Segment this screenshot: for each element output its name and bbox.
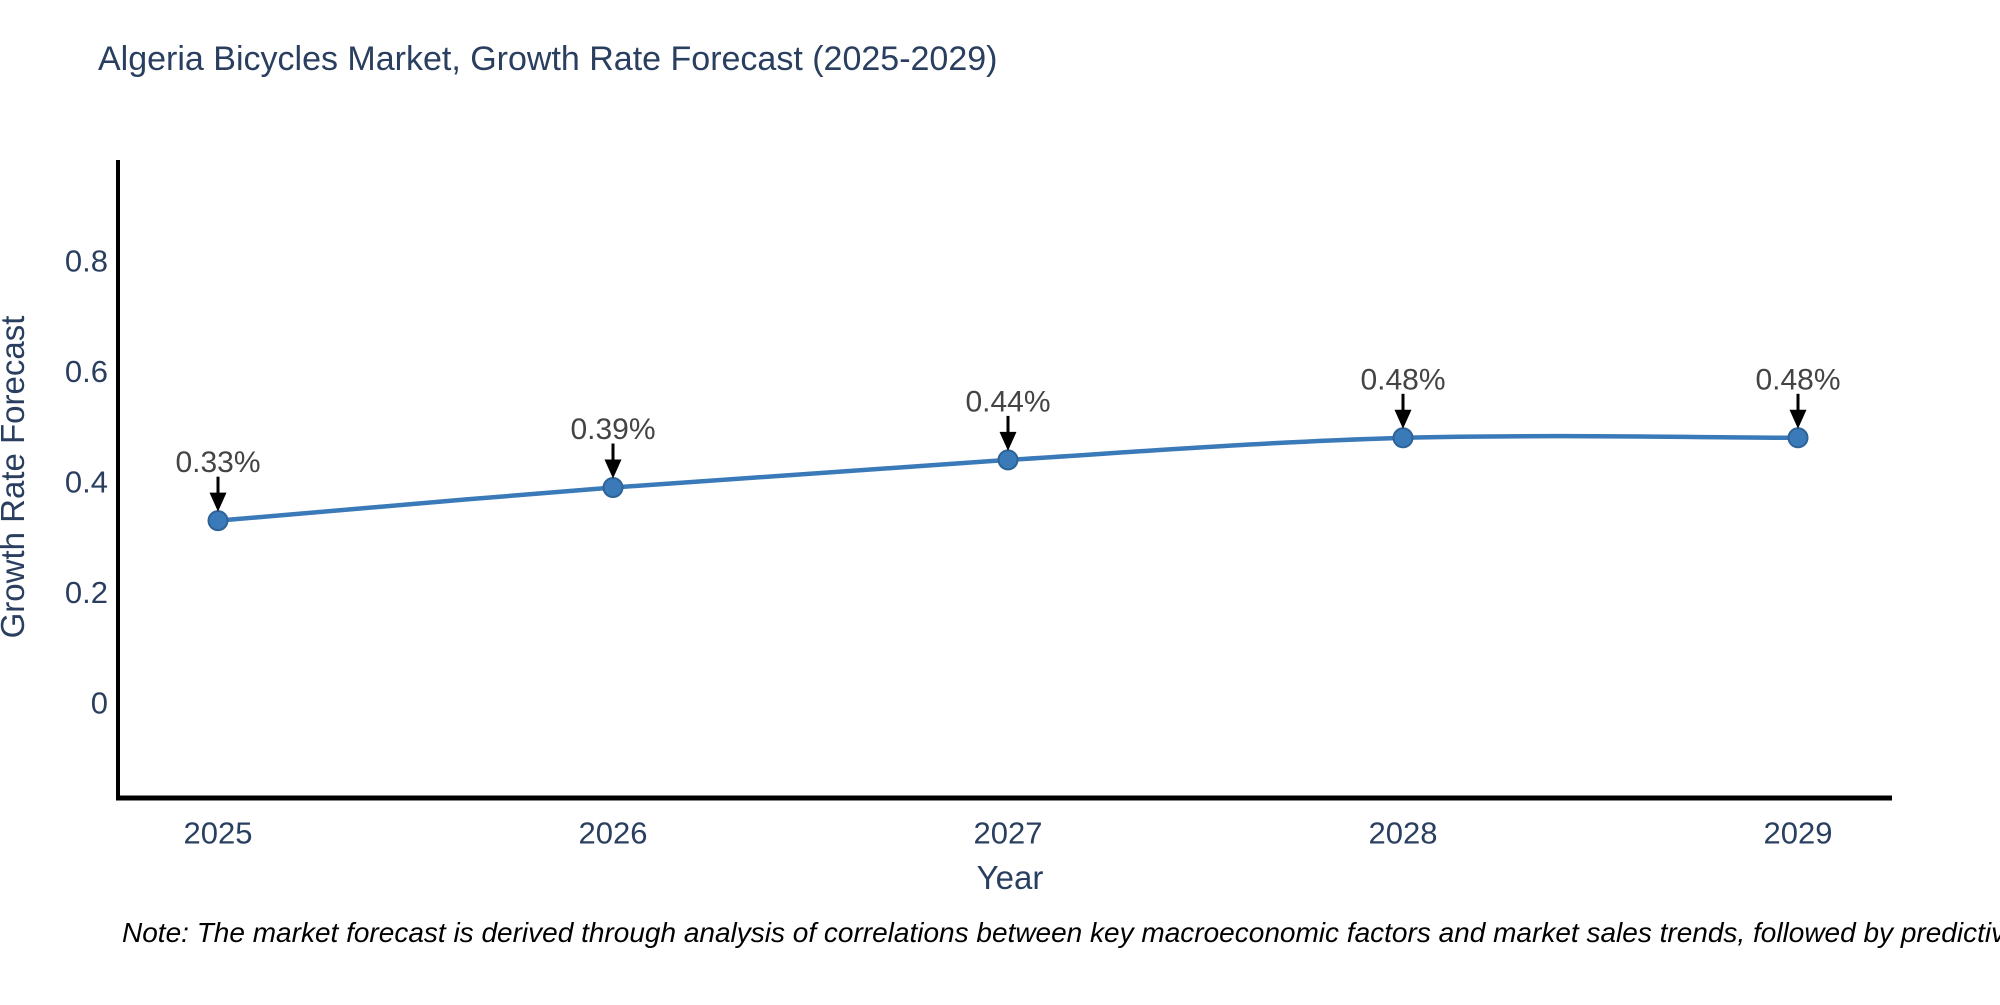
- x-tick-label: 2028: [1369, 816, 1438, 851]
- annotation-label: 0.33%: [175, 446, 260, 479]
- annotation-arrowhead: [604, 459, 622, 479]
- y-tick-labels: 0 0.2 0.4 0.6 0.8: [65, 244, 108, 721]
- point-annotations: 0.33% 0.39% 0.44% 0.48% 0.48%: [175, 363, 1841, 512]
- data-point-marker: [602, 477, 624, 499]
- x-tick-labels: 2025 2026 2027 2028 2029: [184, 816, 1833, 851]
- annotation-arrowhead: [1394, 409, 1412, 429]
- annotation-label: 0.48%: [1755, 363, 1840, 396]
- y-axis-title: Growth Rate Forecast: [0, 316, 31, 639]
- y-tick-label: 0: [91, 686, 108, 721]
- y-tick-label: 0.4: [65, 465, 108, 500]
- data-point-marker: [1392, 427, 1414, 449]
- chart-title: Algeria Bicycles Market, Growth Rate For…: [98, 40, 997, 78]
- point-annotation: 0.39%: [570, 413, 656, 479]
- x-tick-label: 2025: [184, 816, 253, 851]
- data-point-marker: [207, 510, 229, 532]
- annotation-label: 0.48%: [1360, 363, 1445, 396]
- x-axis-title: Year: [977, 859, 1044, 896]
- point-annotation: 0.48%: [1360, 363, 1446, 429]
- data-point-marker: [997, 449, 1019, 471]
- annotation-arrowhead: [209, 492, 227, 512]
- point-annotation: 0.44%: [965, 385, 1051, 451]
- x-tick-label: 2027: [974, 816, 1043, 851]
- data-point-marker: [1787, 427, 1809, 449]
- x-tick-label: 2029: [1764, 816, 1833, 851]
- annotation-arrowhead: [1789, 409, 1807, 429]
- annotation-label: 0.39%: [570, 413, 655, 446]
- note: Note: The market forecast is derived thr…: [122, 917, 2000, 948]
- annotation-label: 0.44%: [965, 385, 1050, 418]
- point-annotation: 0.48%: [1755, 363, 1841, 429]
- y-tick-label: 0.6: [65, 354, 108, 389]
- y-tick-label: 0.2: [65, 575, 108, 610]
- annotation-arrowhead: [999, 431, 1017, 451]
- y-tick-label: 0.8: [65, 244, 108, 279]
- x-tick-label: 2026: [579, 816, 648, 851]
- point-annotation: 0.33%: [175, 446, 261, 512]
